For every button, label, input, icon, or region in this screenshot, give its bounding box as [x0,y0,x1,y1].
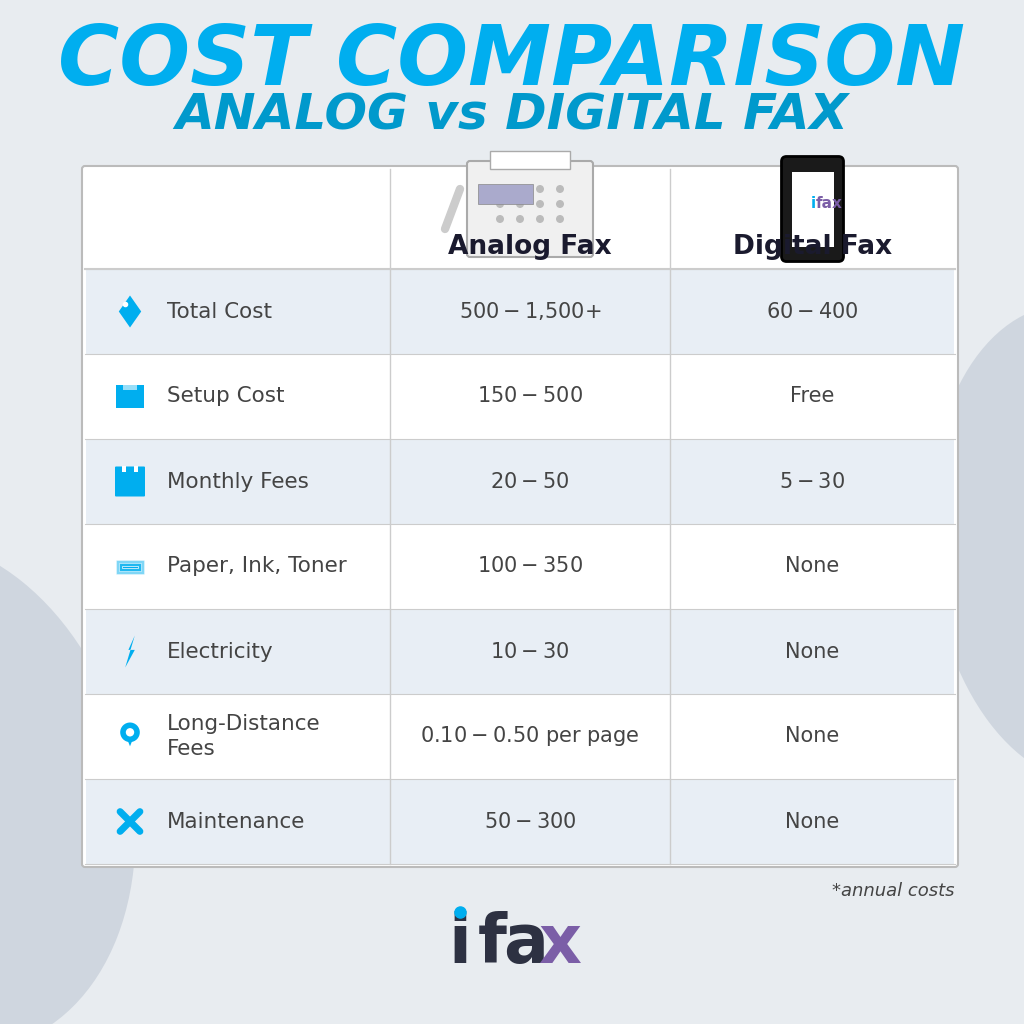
Text: i: i [810,197,815,212]
Circle shape [536,215,544,223]
Circle shape [516,215,524,223]
Text: $50 - $300: $50 - $300 [483,811,577,831]
Circle shape [496,200,504,208]
Text: $10 - $30: $10 - $30 [490,641,569,662]
Polygon shape [124,732,135,746]
Bar [86,694,954,778]
FancyBboxPatch shape [781,157,844,261]
Text: None: None [785,811,840,831]
Text: Digital Fax: Digital Fax [733,234,892,260]
Text: a: a [504,911,549,977]
Bar [490,151,570,169]
Text: *annual costs: *annual costs [833,882,955,900]
Text: Setup Cost: Setup Cost [167,386,285,407]
Polygon shape [116,559,144,573]
Text: Long-Distance
Fees: Long-Distance Fees [167,714,321,759]
Circle shape [536,200,544,208]
Text: $ 500 - $1,500+: $ 500 - $1,500+ [459,300,601,323]
Bar [86,609,954,693]
Text: Monthly Fees: Monthly Fees [167,471,309,492]
Polygon shape [122,565,138,567]
Circle shape [120,723,140,742]
Bar [133,466,137,471]
Text: i: i [449,911,471,977]
FancyBboxPatch shape [82,166,958,867]
Text: Total Cost: Total Cost [167,301,272,322]
Polygon shape [119,296,141,328]
Bar [86,524,954,608]
Circle shape [536,185,544,193]
Circle shape [556,185,564,193]
Text: $ 60 - $400: $ 60 - $400 [766,301,859,322]
Bar [86,354,954,438]
Text: None: None [785,641,840,662]
Polygon shape [125,636,135,668]
Circle shape [556,200,564,208]
Circle shape [496,185,504,193]
FancyBboxPatch shape [116,385,144,408]
Text: ANALOG vs DIGITAL FAX: ANALOG vs DIGITAL FAX [175,92,849,140]
Circle shape [556,215,564,223]
Text: fax: fax [815,197,843,212]
Text: $100 - $350: $100 - $350 [477,556,583,577]
Circle shape [496,215,504,223]
Bar [123,383,137,389]
Text: Paper, Ink, Toner: Paper, Ink, Toner [167,556,347,577]
FancyBboxPatch shape [467,161,593,257]
Bar [123,466,126,471]
Text: None: None [785,556,840,577]
Circle shape [516,200,524,208]
Text: Free: Free [791,386,835,407]
Text: x: x [539,911,582,977]
Text: COST COMPARISON: COST COMPARISON [58,22,966,102]
Bar [86,439,954,523]
Circle shape [126,728,134,736]
Bar [478,184,534,204]
Text: Electricity: Electricity [167,641,273,662]
Text: Analog Fax: Analog Fax [449,234,611,260]
Text: f: f [477,911,507,977]
Ellipse shape [0,538,135,1024]
Polygon shape [119,562,141,570]
Bar [792,171,834,247]
Text: $5 - $30: $5 - $30 [779,471,846,492]
Bar [86,169,954,269]
Text: $150 - $500: $150 - $500 [477,386,583,407]
Ellipse shape [929,304,1024,783]
FancyBboxPatch shape [115,467,145,497]
Circle shape [516,185,524,193]
Text: $20 - $50: $20 - $50 [490,471,569,492]
Text: None: None [785,726,840,746]
Bar [86,779,954,863]
Text: $0.10 - $0.50 per page: $0.10 - $0.50 per page [420,725,640,749]
Text: Maintenance: Maintenance [167,811,305,831]
Bar [86,269,954,353]
